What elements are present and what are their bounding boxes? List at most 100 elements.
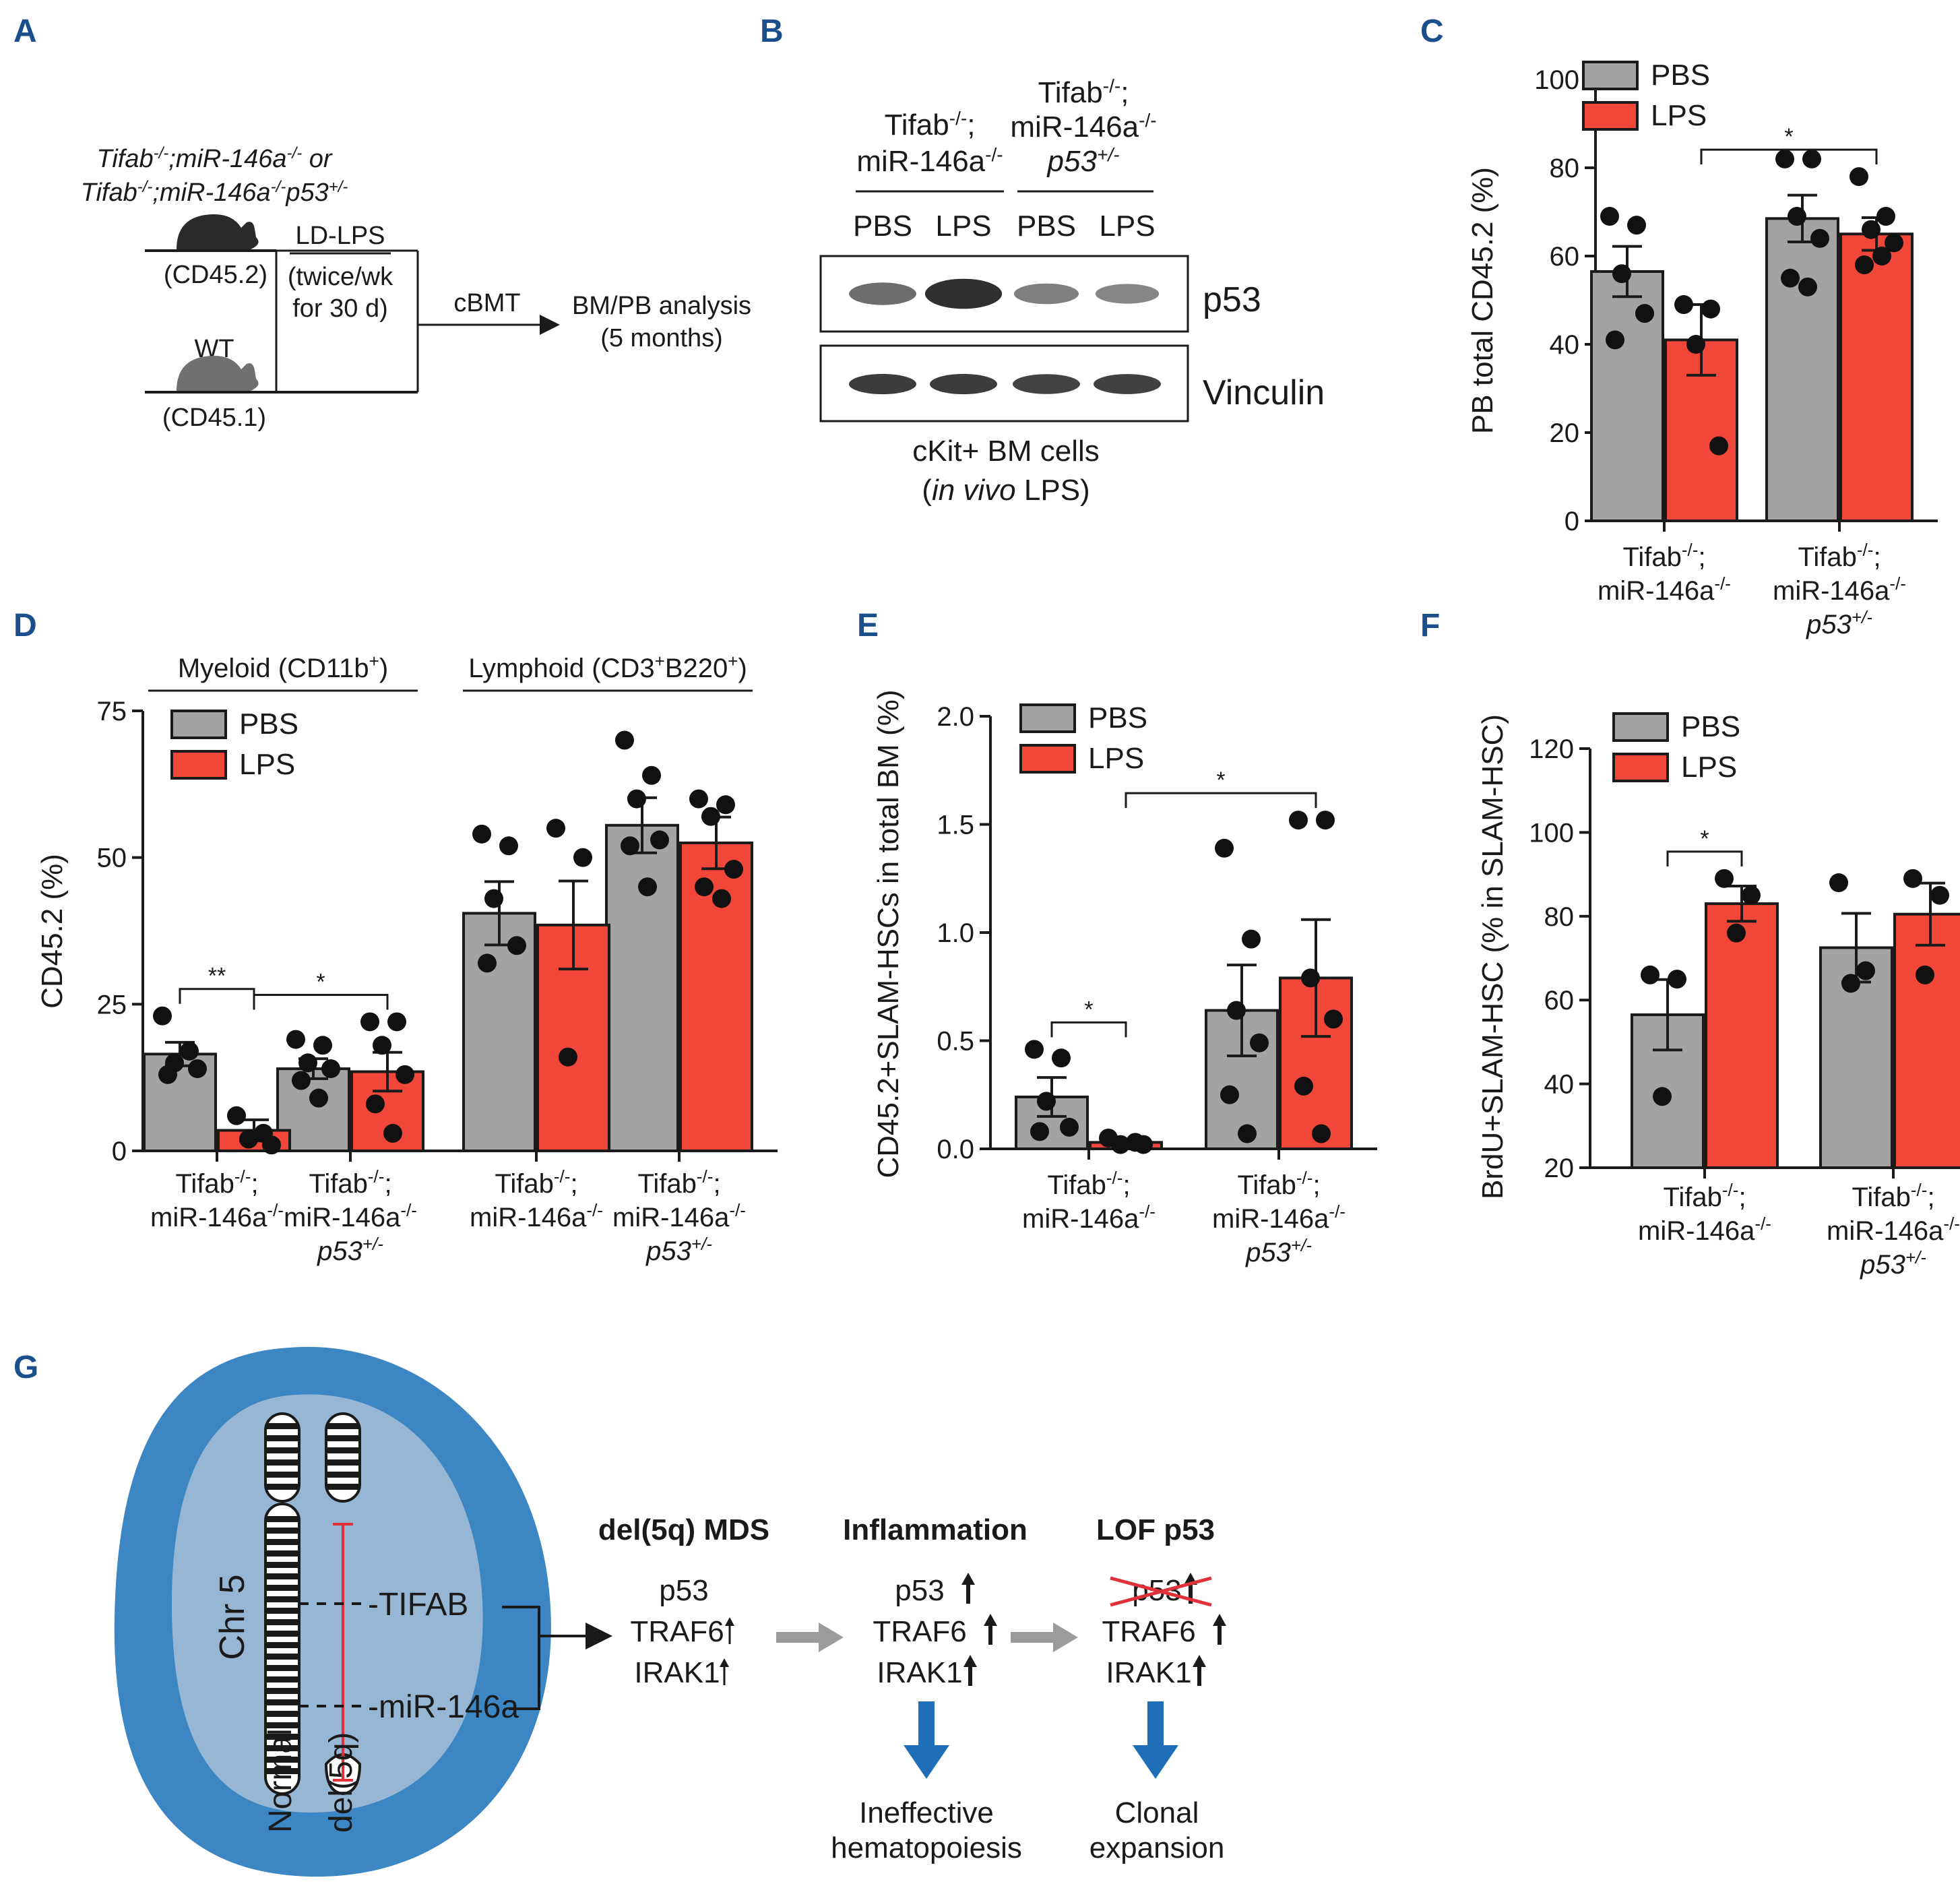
chromosome-band	[267, 1459, 298, 1466]
up-arrow-icon	[961, 1573, 975, 1604]
analysis-line2: (5 months)	[600, 324, 723, 352]
legend-swatch	[170, 750, 227, 780]
data-point	[1727, 923, 1746, 943]
data-point	[1903, 869, 1922, 888]
y-tick-label: 80	[1544, 902, 1575, 932]
lane-label: PBS	[1017, 210, 1076, 243]
significance-marker: *	[1216, 767, 1225, 793]
data-point	[1653, 1087, 1672, 1106]
y-axis-label: BrdU+SLAM-HSC (% in SLAM-HSC)	[1476, 714, 1509, 1199]
blue-arrow-icon	[904, 1701, 949, 1779]
y-axis-label: CD45.2+SLAM-HSCs in total BM (%)	[872, 690, 905, 1178]
y-tick-label: 25	[97, 990, 127, 1019]
data-point	[1612, 264, 1631, 284]
legend-label: LPS	[1088, 742, 1144, 775]
category-label: miR-146a-/-	[1827, 1214, 1960, 1246]
chart-f: 20 40 60 80 100 120 BrdU+SLAM-HSC (% in SLAM-H…	[1476, 710, 1960, 1280]
category-label: miR-146a-/-	[150, 1200, 284, 1232]
significance-marker: *	[1700, 826, 1709, 852]
significance-marker: *	[1784, 124, 1793, 150]
category-label: miR-146a-/-	[1598, 573, 1731, 606]
lane-label: PBS	[853, 210, 912, 243]
y-tick-label: 1.5	[937, 811, 974, 840]
blot-group2-line2: miR-146a-/-	[1010, 110, 1156, 144]
panel-label-a: A	[13, 13, 37, 49]
data-point	[484, 889, 503, 908]
category-label: p53+/-	[317, 1234, 383, 1266]
data-point	[1686, 335, 1705, 354]
mouse-silhouette-icon	[145, 355, 418, 394]
blot-group1-line2: miR-146a-/-	[856, 144, 1003, 179]
panel-b: B Tifab-/-; miR-146a-/- Tifab-/-; miR-14…	[760, 13, 1325, 507]
data-point	[292, 1071, 311, 1090]
category-label: miR-146a-/-	[470, 1200, 603, 1232]
data-point	[1862, 220, 1880, 239]
panel-label-d: D	[13, 608, 37, 643]
procedure-label: cBMT	[453, 289, 520, 317]
data-point	[627, 789, 646, 809]
legend-swatch	[170, 710, 227, 739]
bar-lps	[679, 841, 753, 1153]
stage2-outcome-line1: Ineffective	[859, 1796, 994, 1829]
schedule-line2: for 30 d)	[292, 294, 388, 323]
data-point	[1060, 1117, 1079, 1137]
chromosome-band	[267, 1423, 298, 1429]
lane-label: LPS	[1099, 210, 1155, 243]
legend: PBS LPS	[1582, 59, 1710, 132]
stage3-gene-traf6: TRAF6	[1102, 1615, 1195, 1648]
panel-label-g: G	[13, 1350, 38, 1385]
data-point	[1215, 838, 1234, 858]
category-label: miR-146a-/-	[1773, 573, 1906, 606]
chromosome-band	[267, 1472, 298, 1478]
chromosome-band	[267, 1608, 298, 1614]
legend-swatch	[1019, 744, 1076, 774]
chromosome-band	[327, 1484, 358, 1490]
legend-label: PBS	[1681, 710, 1740, 743]
data-point	[1627, 216, 1646, 235]
significance-bracket	[253, 993, 389, 1010]
stage2-title: Inflammation	[843, 1513, 1028, 1546]
y-tick-label: 60	[1550, 242, 1580, 272]
data-point	[1855, 255, 1874, 275]
gray-arrow-icon	[776, 1623, 844, 1652]
lane-labels: PBS LPS PBS LPS	[853, 210, 1156, 243]
stage1-gene-irak1: IRAK1	[634, 1656, 720, 1689]
legend-label: LPS	[239, 748, 295, 781]
category-label: Tifab-/-;	[1622, 540, 1705, 572]
y-tick-label: 1.0	[937, 918, 974, 948]
stage2-gene-p53: p53	[895, 1574, 944, 1607]
legend-swatch	[1582, 61, 1639, 90]
data-point	[366, 1094, 385, 1114]
del5q-label: del(5q)	[323, 1732, 359, 1833]
legend-swatch	[1019, 703, 1076, 733]
stage1-gene-traf6: TRAF6	[630, 1615, 724, 1648]
chromosome-band	[267, 1722, 298, 1728]
chromosome-band	[267, 1484, 298, 1490]
data-point	[1227, 1001, 1246, 1020]
bar-lps	[1893, 912, 1960, 1169]
chromosome-band	[267, 1596, 298, 1602]
data-point	[153, 1006, 172, 1026]
significance-marker: *	[1084, 997, 1093, 1022]
mouse-silhouette-icon	[145, 214, 276, 252]
y-tick-label: 0.5	[937, 1027, 974, 1057]
chromosome-normal	[264, 1412, 301, 1795]
data-point	[313, 1036, 332, 1055]
data-point	[1930, 885, 1949, 905]
data-point	[689, 789, 708, 809]
bar-pbs	[605, 823, 679, 1153]
significance-bracket	[1050, 1021, 1127, 1038]
data-point	[1600, 207, 1619, 226]
data-point	[1668, 970, 1686, 989]
treatment-label: LD-LPS	[295, 222, 385, 250]
vinculin-band	[1094, 374, 1161, 394]
chromosome-band	[267, 1562, 298, 1568]
data-point	[1025, 1040, 1044, 1059]
y-tick-label: 80	[1550, 154, 1580, 183]
y-tick-label: 0	[1564, 507, 1579, 536]
vinculin-band	[930, 373, 997, 395]
bar-pbs	[1765, 217, 1839, 522]
data-point	[309, 1088, 328, 1108]
chromosome-band	[267, 1528, 298, 1534]
